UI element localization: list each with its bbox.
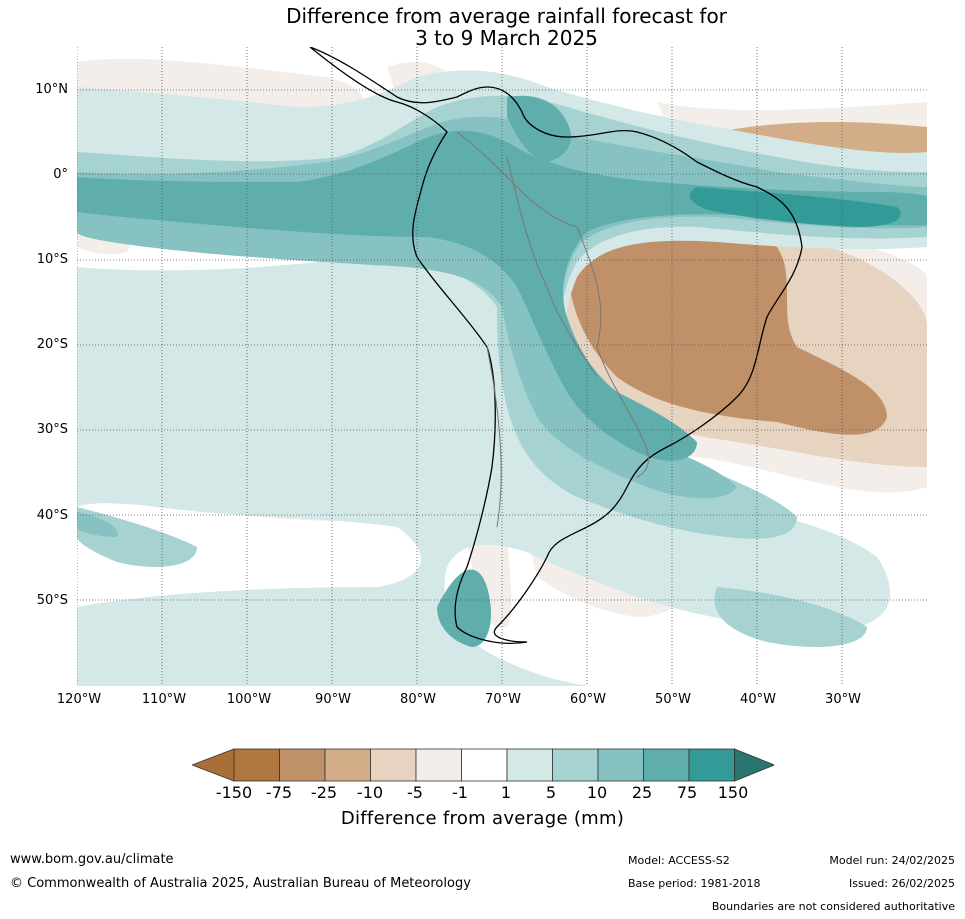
country-borders <box>456 131 650 528</box>
model-name: Model: ACCESS-S2 <box>628 854 730 867</box>
colorbar-tick: 150 <box>717 783 749 802</box>
boundaries-disclaimer: Boundaries are not considered authoritat… <box>711 900 955 913</box>
colorbar-swatch <box>552 748 599 782</box>
colorbar-tick: -1 <box>452 783 468 802</box>
rainfall-map <box>77 47 927 686</box>
graticule <box>77 47 927 686</box>
colorbar-swatch <box>415 748 462 782</box>
colorbar-tick: 1 <box>500 783 512 802</box>
lon-label-50w: 50°W <box>655 692 691 707</box>
colorbar-tick: -5 <box>407 783 423 802</box>
website-link[interactable]: www.bom.gov.au/climate <box>10 852 174 867</box>
colorbar-swatch <box>688 748 735 782</box>
colorbar-swatch <box>233 748 280 782</box>
colorbar-swatch <box>370 748 417 782</box>
lon-label-60w: 60°W <box>570 692 606 707</box>
lat-label-40s: 40°S <box>36 508 68 523</box>
lon-label-90w: 90°W <box>315 692 351 707</box>
copyright-notice: © Commonwealth of Australia 2025, Austra… <box>10 876 471 891</box>
base-period: Base period: 1981-2018 <box>628 877 761 890</box>
colorbar-label: Difference from average (mm) <box>340 808 625 829</box>
colorbar-swatch <box>461 748 508 782</box>
map-title-line-1: Difference from average rainfall forecas… <box>286 4 727 28</box>
colorbar-swatch <box>324 748 371 782</box>
lon-label-30w: 30°W <box>825 692 861 707</box>
lat-label-50s: 50°S <box>36 593 68 608</box>
lon-label-110w: 110°W <box>141 692 187 707</box>
land-boundaries <box>309 47 803 644</box>
lat-label-0: 0° <box>53 167 68 182</box>
colorbar-extend-high <box>734 748 774 782</box>
colorbar-extend-low <box>192 748 235 782</box>
colorbar-swatch <box>279 748 326 782</box>
lon-label-40w: 40°W <box>740 692 776 707</box>
lon-label-80w: 80°W <box>400 692 436 707</box>
model-run-date: Model run: 24/02/2025 <box>829 854 955 867</box>
colorbar-swatch <box>597 748 644 782</box>
colorbar-swatch <box>506 748 553 782</box>
lat-label-10s: 10°S <box>36 252 68 267</box>
colorbar-tick: 25 <box>631 783 653 802</box>
colorbar-tick: 75 <box>676 783 698 802</box>
map-title-line-2: 3 to 9 March 2025 <box>415 26 598 50</box>
colorbar-tick: 10 <box>586 783 608 802</box>
colorbar-tick: -25 <box>310 783 338 802</box>
issued-date: Issued: 26/02/2025 <box>848 877 955 890</box>
lat-label-10n: 10°N <box>35 82 68 97</box>
colorbar-tick: -10 <box>356 783 384 802</box>
colorbar-tick: -75 <box>265 783 293 802</box>
colorbar-tick: -150 <box>215 783 253 802</box>
lon-label-120w: 120°W <box>56 692 102 707</box>
lon-label-70w: 70°W <box>485 692 521 707</box>
lat-label-20s: 20°S <box>36 337 68 352</box>
colorbar-tick: 5 <box>545 783 557 802</box>
colorbar <box>192 748 774 782</box>
colorbar-swatch <box>643 748 690 782</box>
lon-label-100w: 100°W <box>226 692 272 707</box>
lat-label-30s: 30°S <box>36 422 68 437</box>
